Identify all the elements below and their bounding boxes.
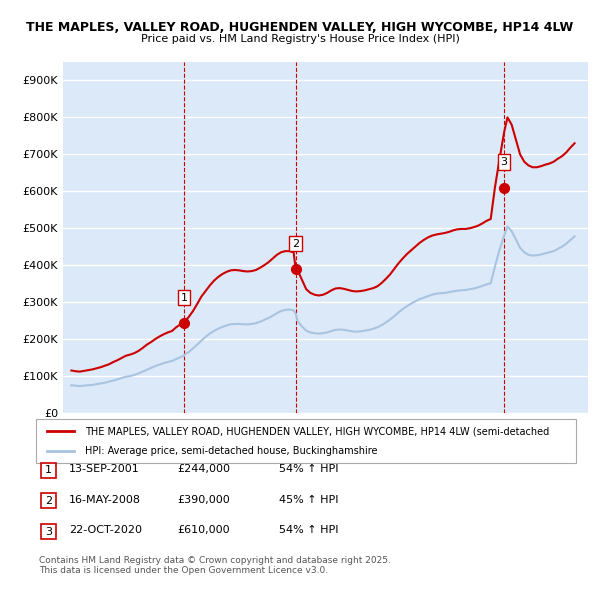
Text: 1: 1 bbox=[45, 466, 52, 475]
FancyBboxPatch shape bbox=[41, 524, 56, 539]
Text: 16-MAY-2008: 16-MAY-2008 bbox=[69, 495, 141, 504]
Text: £244,000: £244,000 bbox=[177, 464, 230, 474]
Text: £610,000: £610,000 bbox=[177, 526, 230, 535]
Text: Price paid vs. HM Land Registry's House Price Index (HPI): Price paid vs. HM Land Registry's House … bbox=[140, 34, 460, 44]
Text: HPI: Average price, semi-detached house, Buckinghamshire: HPI: Average price, semi-detached house,… bbox=[85, 446, 377, 455]
Text: 2: 2 bbox=[292, 238, 299, 248]
FancyBboxPatch shape bbox=[36, 419, 576, 463]
Text: 54% ↑ HPI: 54% ↑ HPI bbox=[279, 464, 338, 474]
Text: 22-OCT-2020: 22-OCT-2020 bbox=[69, 526, 142, 535]
Text: 3: 3 bbox=[500, 158, 508, 168]
Text: THE MAPLES, VALLEY ROAD, HUGHENDEN VALLEY, HIGH WYCOMBE, HP14 4LW: THE MAPLES, VALLEY ROAD, HUGHENDEN VALLE… bbox=[26, 21, 574, 34]
Text: 1: 1 bbox=[181, 293, 187, 303]
Text: 45% ↑ HPI: 45% ↑ HPI bbox=[279, 495, 338, 504]
Text: 3: 3 bbox=[45, 527, 52, 536]
Text: 13-SEP-2001: 13-SEP-2001 bbox=[69, 464, 140, 474]
Text: Contains HM Land Registry data © Crown copyright and database right 2025.
This d: Contains HM Land Registry data © Crown c… bbox=[39, 556, 391, 575]
Text: 2: 2 bbox=[45, 496, 52, 506]
FancyBboxPatch shape bbox=[41, 463, 56, 478]
Text: THE MAPLES, VALLEY ROAD, HUGHENDEN VALLEY, HIGH WYCOMBE, HP14 4LW (semi-detached: THE MAPLES, VALLEY ROAD, HUGHENDEN VALLE… bbox=[85, 427, 549, 436]
Text: 54% ↑ HPI: 54% ↑ HPI bbox=[279, 526, 338, 535]
Text: £390,000: £390,000 bbox=[177, 495, 230, 504]
FancyBboxPatch shape bbox=[41, 493, 56, 509]
